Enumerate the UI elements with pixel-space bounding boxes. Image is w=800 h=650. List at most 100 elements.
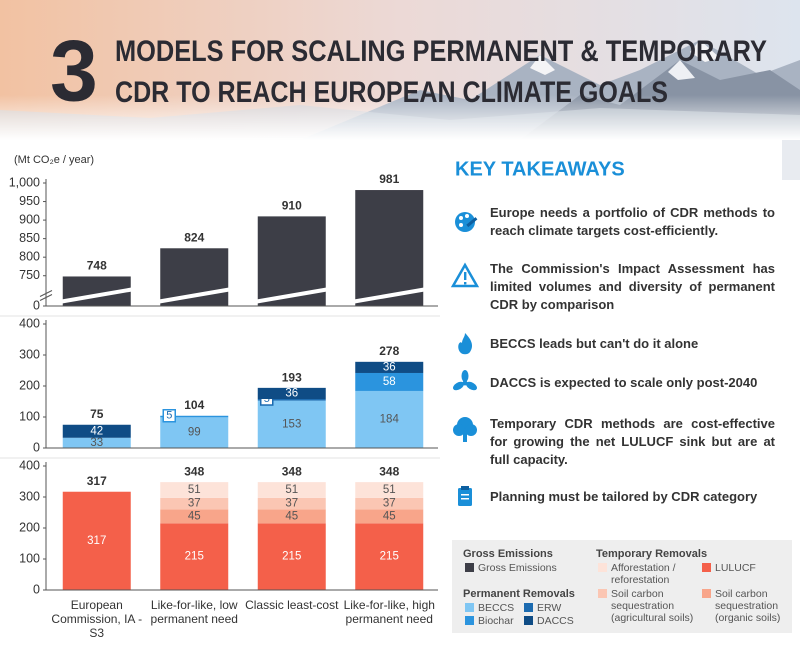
- bar-segment: [160, 482, 229, 498]
- legend-label: LULUCF: [715, 562, 756, 574]
- takeaways-title: KEY TAKEAWAYS: [455, 158, 625, 180]
- x-tick-label: Like-for-like, low permanent need: [150, 598, 238, 626]
- legend-swatch: [702, 589, 711, 598]
- legend-swatch: [598, 563, 607, 572]
- value-label: 33: [90, 437, 103, 449]
- bar-segment: [355, 482, 424, 498]
- bar-segment: [257, 509, 326, 524]
- bar-segment: [355, 509, 424, 524]
- title-line: MODELS FOR SCALING PERMANENT & TEMPORARY: [115, 35, 767, 68]
- legend-swatch: [598, 589, 607, 598]
- y-tick-label: 100: [19, 551, 40, 565]
- warning-icon: [450, 262, 480, 288]
- legend-group-title: Temporary Removals: [596, 548, 708, 560]
- y-tick-label: 0: [33, 582, 40, 596]
- bar-segment: [160, 415, 229, 418]
- bar-segment: [355, 372, 424, 391]
- title-line: CDR TO REACH EUROPEAN CLIMATE GOALS: [115, 76, 668, 109]
- value-label: 58: [383, 376, 396, 388]
- bar-segment: [355, 523, 424, 590]
- value-label: 36: [285, 387, 298, 399]
- value-label: 215: [282, 551, 301, 563]
- takeaway-icons: [450, 212, 480, 506]
- takeaway-text: DACCS is expected to scale only post-204…: [490, 375, 758, 390]
- bar-segment: [355, 390, 424, 448]
- y-tick-label: 1,000: [9, 175, 40, 189]
- y-tick-label: 300: [19, 347, 40, 361]
- bar-segment: [257, 399, 326, 401]
- value-label: 51: [383, 484, 396, 496]
- y-tick-label: 0: [33, 298, 40, 312]
- legend-box: [452, 540, 792, 633]
- total-label: 317: [87, 474, 107, 488]
- total-label: 75: [90, 407, 104, 421]
- total-label: 104: [184, 398, 204, 412]
- bar-segment: [257, 497, 326, 510]
- takeaway-text: Planning must be tailored by CDR categor…: [490, 489, 758, 504]
- value-label: 981: [379, 172, 399, 186]
- x-tick-label: Like-for-like, high permanent need: [343, 598, 435, 626]
- clipboard-icon: [458, 486, 472, 506]
- bar-segment: [355, 497, 424, 510]
- value-label: 748: [87, 259, 107, 273]
- y-tick-label: 200: [19, 520, 40, 534]
- bar-segment: [257, 523, 326, 590]
- legend-group-title: Permanent Removals: [463, 588, 575, 600]
- value-label: 37: [188, 498, 201, 510]
- y-tick-label: 200: [19, 378, 40, 392]
- takeaway-text: Europe needs a portfolio of CDR methods …: [490, 205, 775, 238]
- bar-segment: [160, 509, 229, 524]
- total-label: 348: [282, 464, 302, 478]
- value-label: 37: [285, 498, 298, 510]
- value-label: 215: [380, 551, 399, 563]
- y-tick-label: 800: [19, 249, 40, 263]
- bar-segment: [62, 437, 131, 448]
- legend-label: Biochar: [478, 615, 514, 627]
- bar: [355, 190, 424, 306]
- y-tick-label: 300: [19, 489, 40, 503]
- total-label: 278: [379, 344, 399, 358]
- header-background: [0, 0, 800, 140]
- takeaway-text: Temporary CDR methods are cost-effective…: [490, 416, 775, 467]
- bar-segment: [160, 523, 229, 590]
- legend-label: Gross Emissions: [478, 562, 557, 574]
- legend-swatch: [524, 603, 533, 612]
- value-label: 51: [188, 484, 201, 496]
- total-label: 348: [379, 464, 399, 478]
- legend-swatch: [524, 616, 533, 625]
- bar-break: [256, 287, 328, 304]
- legend-group-title: Gross Emissions: [463, 548, 553, 560]
- value-label: 37: [383, 498, 396, 510]
- y-tick-label: 750: [19, 268, 40, 282]
- y-tick-label: 100: [19, 409, 40, 423]
- value-label: 45: [188, 510, 201, 522]
- palette-icon: [455, 212, 478, 232]
- bar-segment: [355, 361, 424, 373]
- y-axis-label: (Mt CO₂e / year): [14, 154, 94, 166]
- value-label: 45: [383, 510, 396, 522]
- legend-swatch: [465, 563, 474, 572]
- legend-swatch: [702, 563, 711, 572]
- bar-segment: [62, 491, 131, 590]
- y-tick-label: 400: [19, 316, 40, 330]
- legend-label: Soil carbon sequestration (agricultural …: [611, 588, 694, 624]
- total-label: 348: [184, 464, 204, 478]
- bar-segment: [62, 424, 131, 438]
- legend-label: DACCS: [537, 615, 574, 627]
- value-label: 45: [285, 510, 298, 522]
- value-label: 184: [380, 414, 400, 426]
- bar-segment: [160, 497, 229, 510]
- value-label: 5: [166, 410, 172, 422]
- value-label: 215: [185, 551, 204, 563]
- legend-label: BECCS: [478, 602, 515, 614]
- bar-break: [61, 287, 133, 304]
- takeaway-text: BECCS leads but can't do it alone: [490, 336, 699, 351]
- y-tick-label: 400: [19, 458, 40, 472]
- tree-icon: [453, 417, 477, 442]
- value-label: 910: [282, 199, 302, 213]
- value-label: 51: [285, 484, 298, 496]
- legend-label: Soil carbon sequestration (organic soils…: [715, 588, 781, 624]
- flame-icon: [458, 333, 473, 355]
